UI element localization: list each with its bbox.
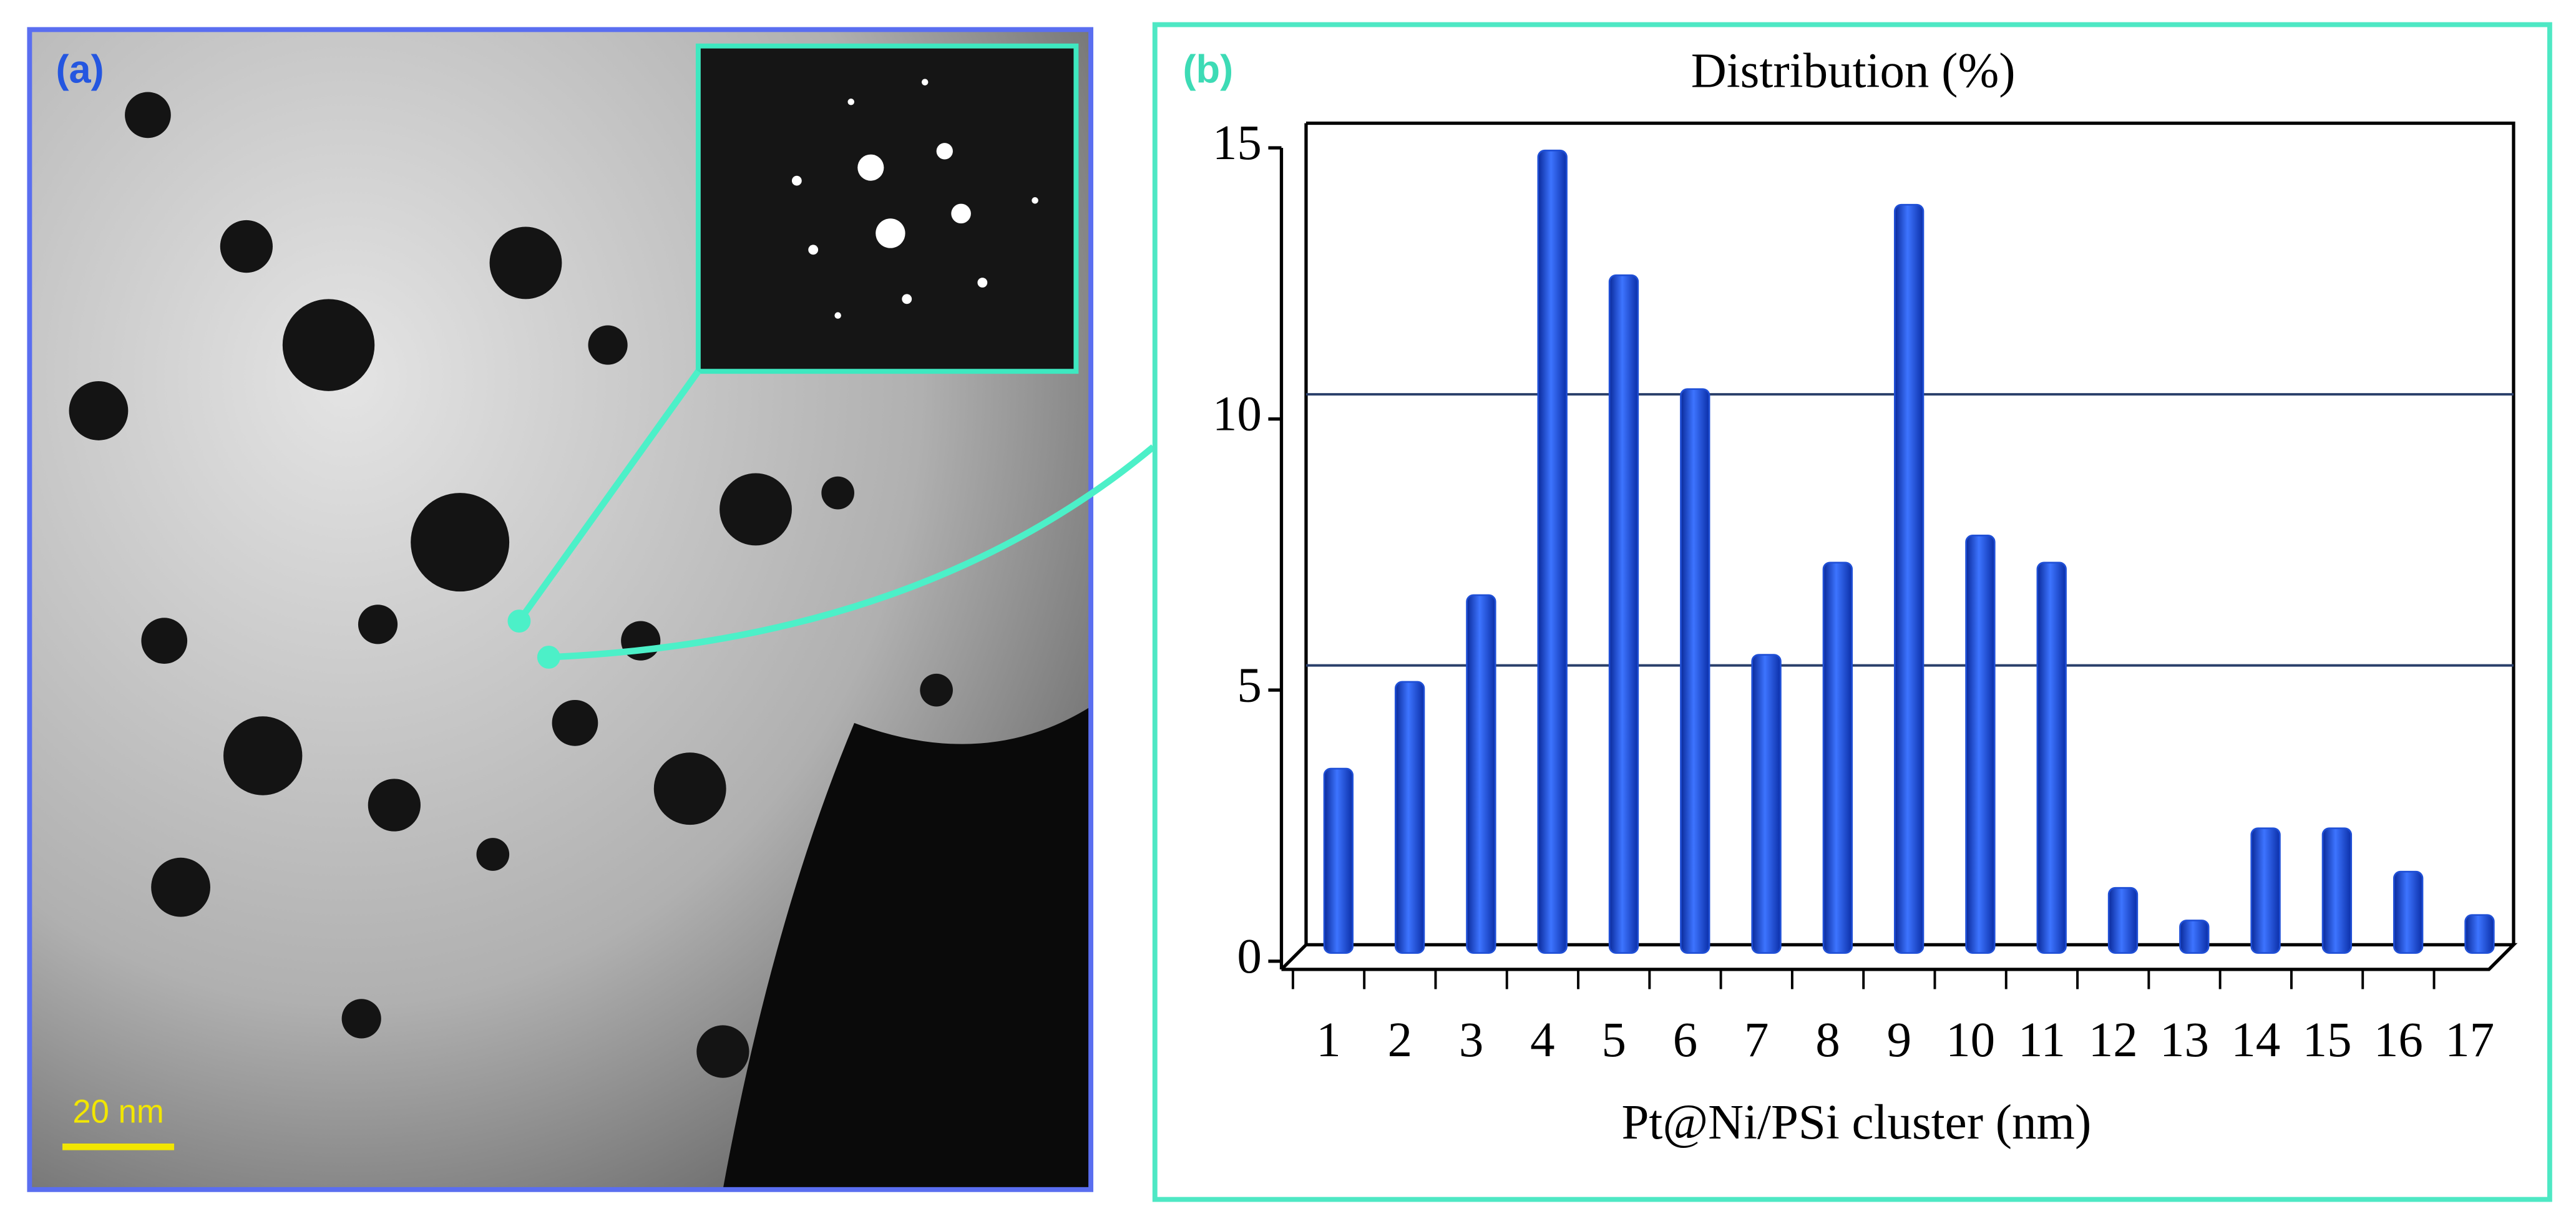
x-tick-label: 6 (1673, 1013, 1697, 1067)
x-tick-label: 13 (2160, 1013, 2209, 1067)
callout-lines (507, 369, 1156, 669)
bar (1893, 203, 1925, 954)
bar (2464, 914, 2495, 954)
x-tick-label: 15 (2303, 1013, 2352, 1067)
x-tick-label: 3 (1459, 1013, 1483, 1067)
bar (2250, 827, 2281, 954)
x-tick-label: 4 (1530, 1013, 1554, 1067)
scale-bar-label: 20 nm (72, 1094, 163, 1130)
bar (1965, 535, 1996, 954)
panel-label: (b) (1183, 48, 1234, 92)
x-tick-label: 1 (1316, 1013, 1340, 1067)
panel-label: (a) (56, 48, 104, 92)
y-tick-label: 5 (1237, 658, 1261, 712)
y-tick-label: 15 (1212, 116, 1262, 170)
x-tick-label: 11 (2018, 1013, 2066, 1067)
x-tick-label: 7 (1744, 1013, 1769, 1067)
x-tick-label: 14 (2231, 1013, 2280, 1067)
x-tick-label: 16 (2374, 1013, 2423, 1067)
y-tick-label: 10 (1212, 387, 1262, 442)
x-tick-label: 10 (1946, 1013, 1995, 1067)
x-tick-label: 5 (1601, 1013, 1626, 1067)
saed-inset (695, 43, 1079, 374)
x-tick-label: 2 (1388, 1013, 1412, 1067)
x-tick-label: 9 (1887, 1013, 1911, 1067)
x-tick-label: 17 (2445, 1013, 2494, 1067)
bar (1608, 274, 1639, 954)
bar (1751, 654, 1782, 954)
x-axis-label: Pt@Ni/PSi cluster (nm) (1622, 1095, 2092, 1150)
chart-title: Distribution (%) (1691, 44, 2016, 98)
bar (1466, 594, 1496, 954)
bar (1680, 388, 1710, 954)
bar (2179, 920, 2210, 954)
bar (2321, 827, 2353, 954)
x-tick-label: 8 (1815, 1013, 1840, 1067)
x-tick-label: 12 (2089, 1013, 2138, 1067)
bar (2036, 561, 2067, 954)
bar (2393, 870, 2424, 954)
bar (1822, 561, 1853, 954)
bar (1537, 149, 1568, 954)
y-tick-label: 0 (1237, 930, 1261, 984)
bar (1394, 681, 1425, 954)
bar (1323, 767, 1354, 954)
bar (2107, 887, 2139, 954)
